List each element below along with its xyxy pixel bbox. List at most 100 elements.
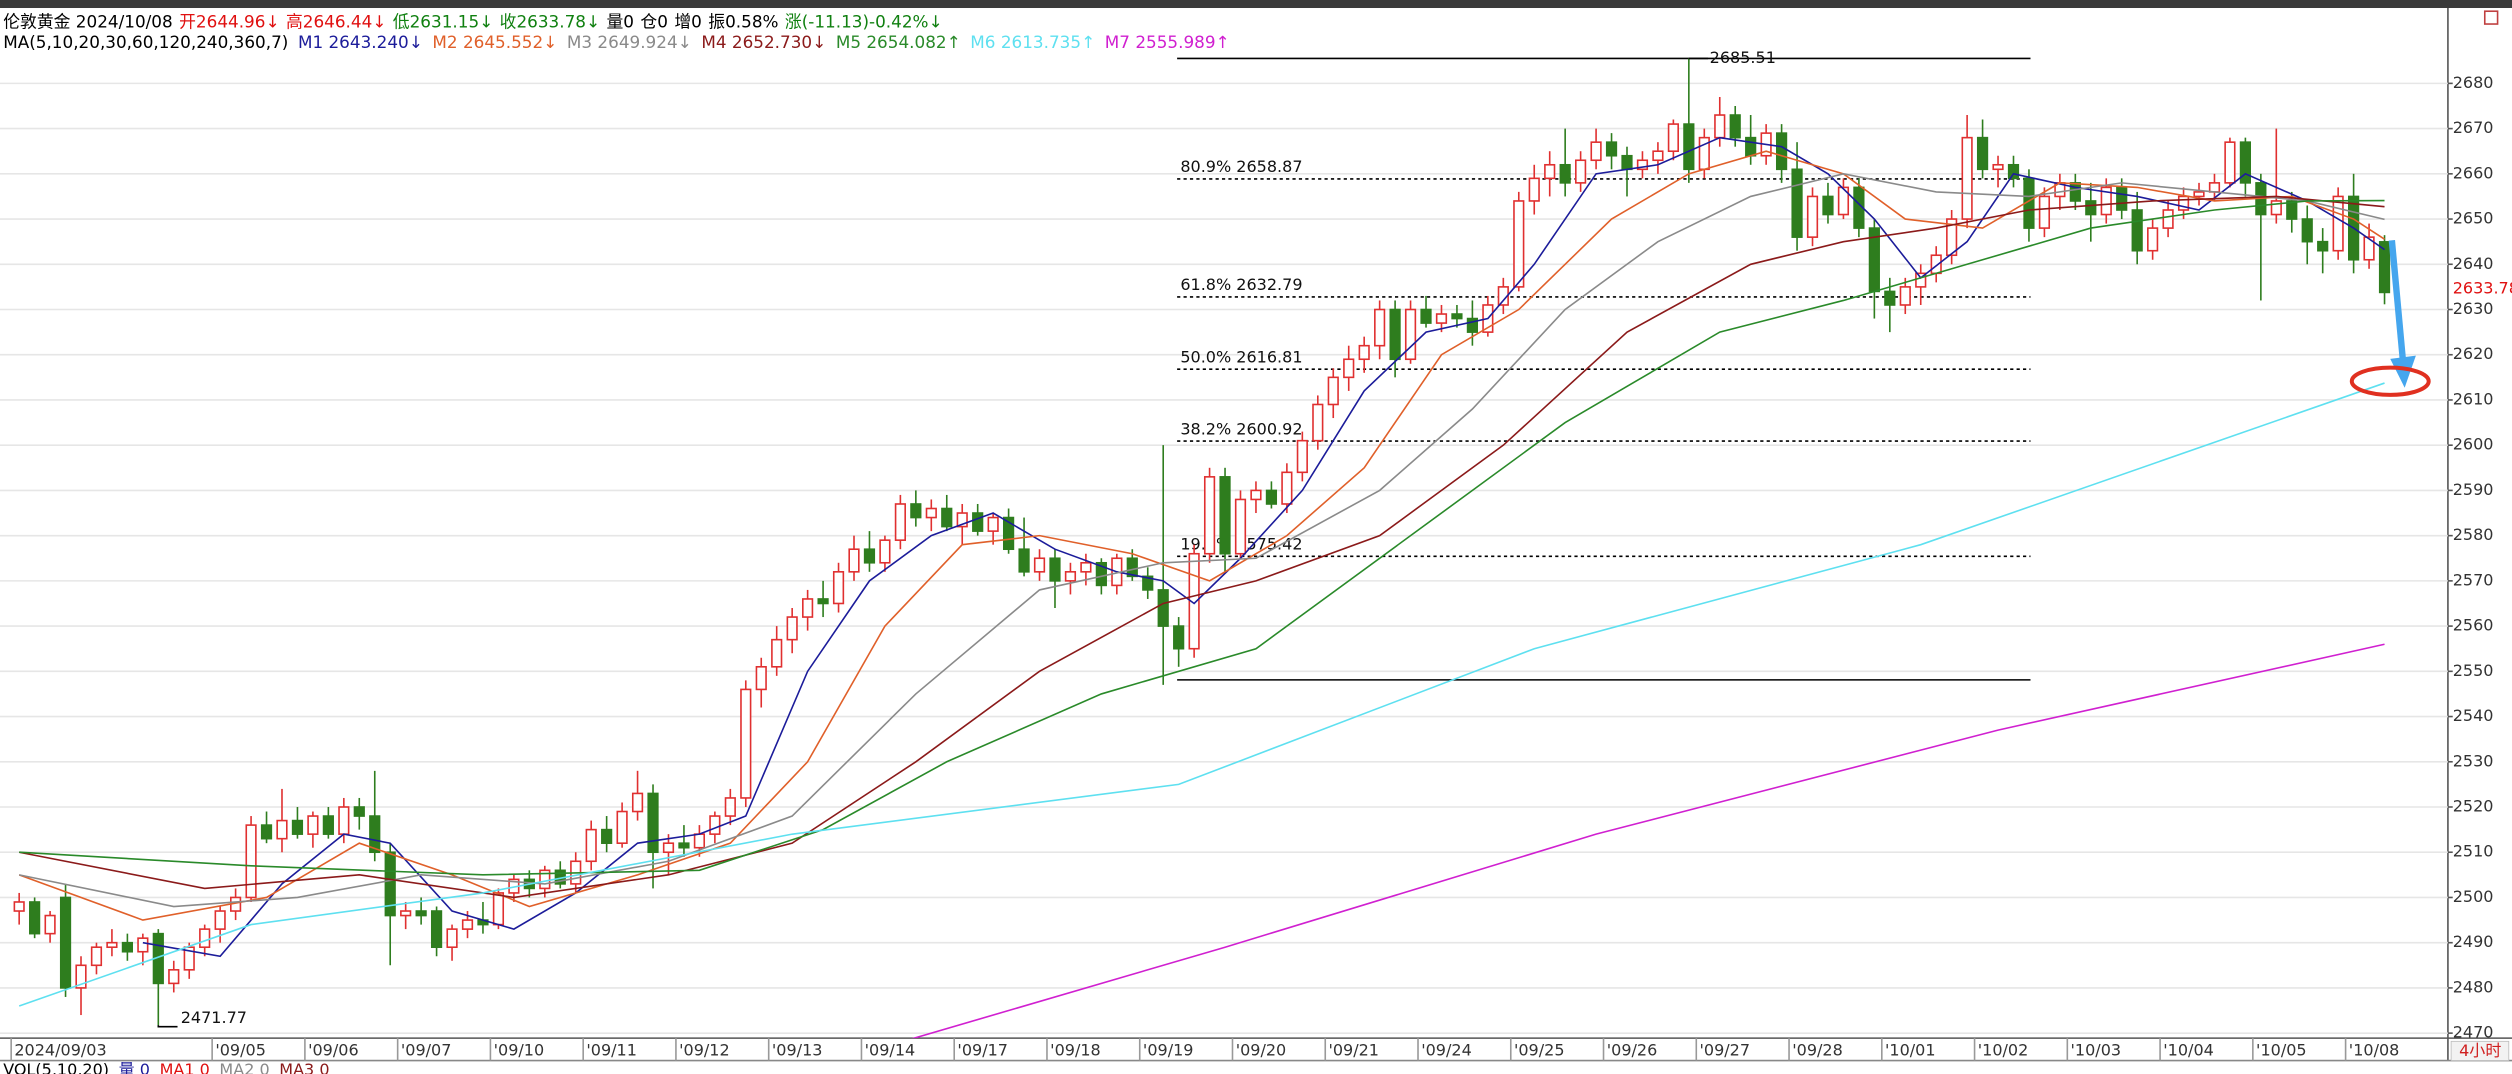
y-tick-label: 2640 [2453, 254, 2494, 273]
candle-body [755, 665, 767, 691]
y-tick-label: 2620 [2453, 344, 2494, 363]
fib-label: 80.9% 2658.87 [1180, 157, 1302, 176]
candle-body [1775, 132, 1788, 171]
candle-body [384, 851, 396, 917]
forecast-arrow-shaft [2388, 240, 2407, 363]
candle-body [941, 507, 953, 528]
forecast-arrow-head [2390, 355, 2416, 388]
low-marker-line [157, 1025, 178, 1028]
volume-legend: VOL(5,10,20) 量 0 MA1 0 MA2 0 MA3 0 [3, 1060, 329, 1074]
candle-body [1652, 150, 1664, 162]
candle-body [1528, 177, 1540, 202]
candle-body [1915, 272, 1927, 288]
candle-body [59, 896, 72, 989]
header: 伦敦黄金 2024/10/08 开2644.96↓ 高2646.44↓ 低2631.1… [3, 11, 942, 31]
candle-body [75, 964, 87, 989]
candle-body [1884, 290, 1896, 306]
header-item: 振0.58% [708, 11, 778, 31]
candle-body [1559, 163, 1571, 184]
candle-body [1389, 308, 1401, 361]
candle-body [724, 797, 736, 817]
candle-body [1203, 476, 1216, 555]
header-item: 开2644.96↓ [179, 11, 279, 31]
volume-legend-item: VOL(5,10,20) [3, 1060, 109, 1074]
legend-entry: M2 2645.552↓ [432, 32, 557, 52]
candle-body [276, 819, 288, 840]
candle-body [1404, 308, 1417, 361]
period-box[interactable] [2450, 1040, 2510, 1061]
candle-body [492, 892, 505, 926]
candle-body [1976, 136, 1989, 171]
candle-body [2162, 209, 2174, 229]
candle-body [2270, 200, 2282, 216]
candle-body [1714, 114, 1726, 139]
corner-icon[interactable] [2483, 10, 2499, 25]
x-tick-label: '09/27 [1699, 1040, 1750, 1059]
candle-body [894, 503, 906, 541]
candle-body [1837, 186, 1850, 216]
candle-body [291, 819, 304, 835]
candle-body [1142, 575, 1154, 591]
legend-entry: M7 2555.989↑ [1105, 32, 1230, 52]
candle-body [2116, 186, 2128, 211]
candle-body [199, 928, 211, 949]
ma-line [18, 150, 2385, 921]
legend-entry: M6 2613.735↑ [970, 32, 1095, 52]
x-tick-label: '10/01 [1885, 1040, 1936, 1059]
candle-body [1281, 471, 1293, 505]
volume-legend-item: MA3 0 [279, 1060, 329, 1074]
candle-body [1250, 489, 1262, 501]
y-tick-label: 2670 [2453, 118, 2494, 137]
candle-body [2193, 191, 2205, 198]
candle-body [631, 792, 644, 813]
fib-label: 38.2% 2600.92 [1180, 419, 1302, 438]
candle-body [848, 548, 860, 573]
candle-body [987, 516, 999, 532]
candle-body [910, 503, 922, 519]
candle-body [1683, 123, 1695, 171]
x-tick-label: '09/17 [957, 1040, 1008, 1059]
ma-line [19, 199, 2385, 876]
candle-body [662, 842, 675, 854]
x-tick-label: '09/13 [772, 1040, 823, 1059]
y-tick-label: 2490 [2453, 932, 2494, 951]
period-label[interactable]: 4小时 [2459, 1041, 2501, 1060]
candle-body [1621, 154, 1633, 171]
x-tick-label: '09/28 [1792, 1040, 1843, 1059]
fib-label: 50.0% 2616.81 [1180, 347, 1302, 366]
candle-body [168, 969, 180, 985]
x-tick-label: '09/19 [1143, 1040, 1194, 1059]
candle-body [1002, 516, 1015, 551]
candle-body [183, 946, 195, 971]
candle-body [2301, 218, 2313, 243]
candle-body [1745, 136, 1757, 157]
candle-body [832, 571, 845, 605]
candle-body [1064, 571, 1077, 582]
candle-body [1961, 136, 1973, 220]
x-tick-label: '09/06 [308, 1040, 359, 1059]
candle-body [2085, 200, 2097, 216]
candle-body [601, 828, 613, 844]
candle-body [1265, 489, 1278, 505]
candle-body [1575, 159, 1587, 184]
header-item: 低2631.15↓ [393, 11, 493, 31]
x-tick-label: '10/04 [2163, 1040, 2214, 1059]
x-tick-label: '10/08 [2349, 1040, 2400, 1059]
header-item: 量0 [606, 11, 634, 31]
ma-line [19, 173, 2385, 908]
candle-body [585, 828, 597, 863]
candle-body [2007, 163, 2020, 180]
top-bar [0, 0, 2512, 9]
candle-body [2378, 241, 2391, 294]
candle-body [539, 869, 551, 890]
candle-body [802, 598, 814, 618]
candle-body [1374, 308, 1386, 347]
header-item: 收2633.78↓ [500, 11, 600, 31]
candle-body [353, 806, 365, 817]
candle-body [1343, 358, 1355, 379]
candle-body [44, 914, 56, 935]
header-item: 伦敦黄金 2024/10/08 [3, 11, 173, 31]
y-tick-label: 2530 [2453, 751, 2494, 770]
candle-body [616, 810, 628, 844]
